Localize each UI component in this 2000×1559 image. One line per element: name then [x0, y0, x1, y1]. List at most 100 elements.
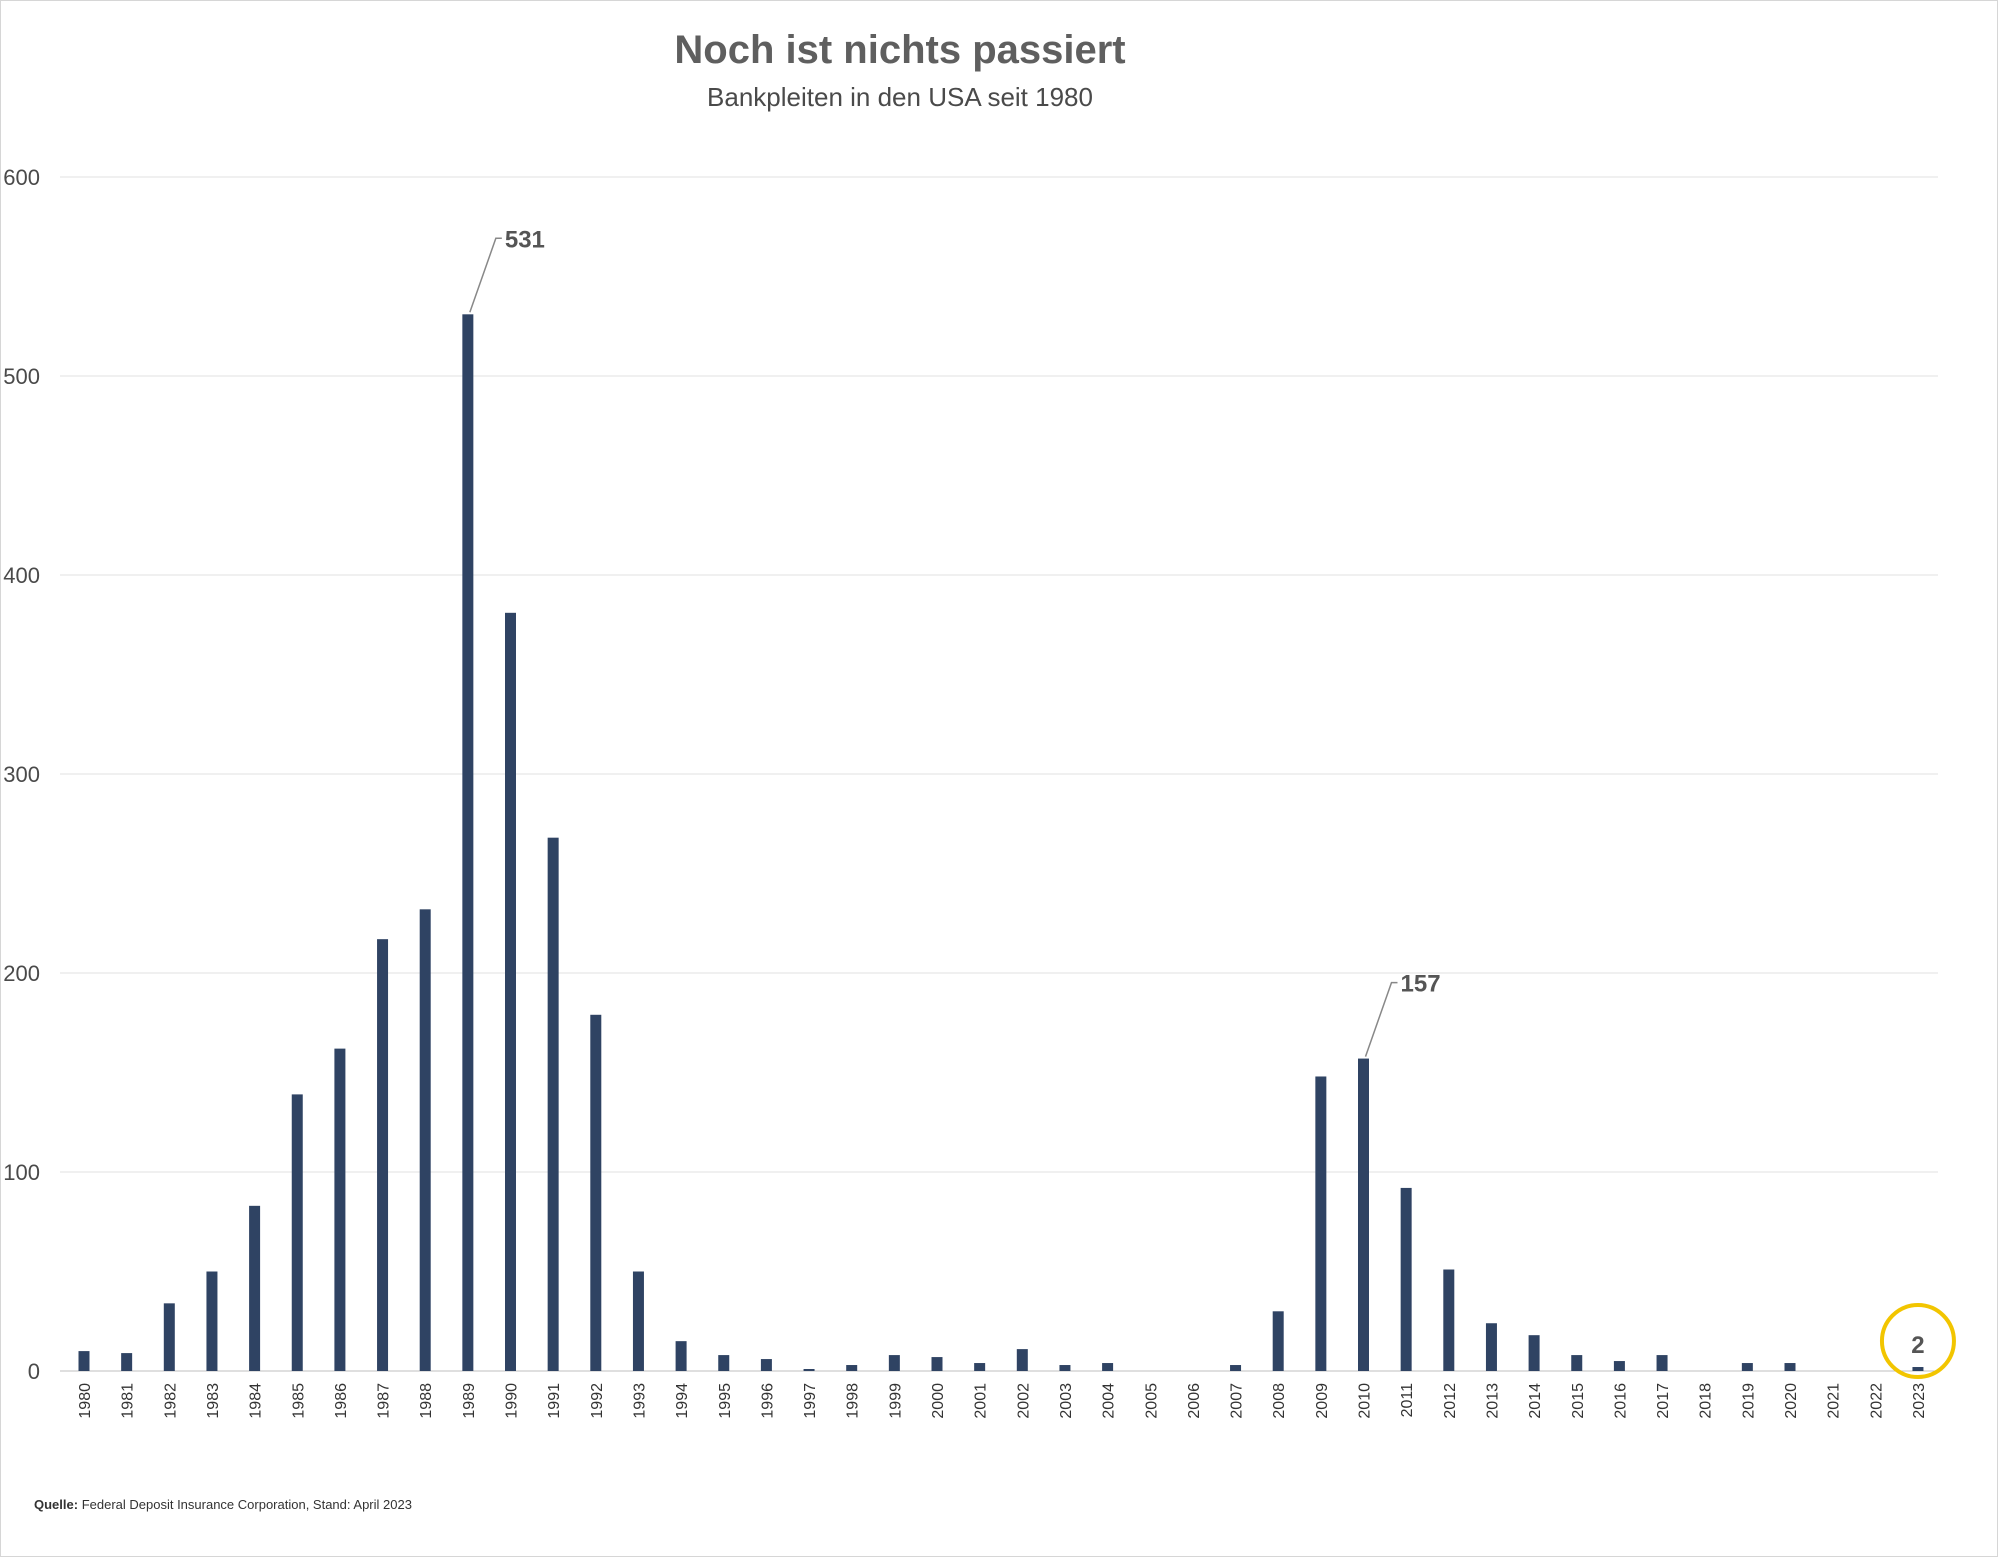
bar-2000 [931, 1357, 943, 1371]
y-tick-label: 400 [3, 563, 40, 588]
bar-2015 [1571, 1355, 1583, 1371]
bar-2002 [1016, 1349, 1028, 1371]
bar-1999 [888, 1355, 900, 1371]
x-tick-label: 2010 [1357, 1383, 1374, 1419]
bar-2017 [1656, 1355, 1668, 1371]
bar-2008 [1272, 1311, 1284, 1371]
x-tick-label: 2000 [930, 1383, 947, 1419]
bar-1992 [590, 1014, 602, 1371]
x-tick-label: 2005 [1143, 1383, 1160, 1419]
x-tick-label: 1980 [77, 1383, 94, 1419]
bar-2014 [1528, 1335, 1540, 1371]
x-tick-label: 2023 [1911, 1383, 1928, 1419]
bar-1983 [206, 1271, 218, 1371]
bar-2020 [1784, 1363, 1796, 1371]
bar-2011 [1400, 1187, 1412, 1371]
bar-1982 [163, 1303, 175, 1371]
bar-1993 [632, 1271, 644, 1371]
y-tick-label: 0 [28, 1359, 40, 1384]
x-tick-label: 1987 [376, 1383, 393, 1419]
x-tick-label: 1999 [887, 1383, 904, 1419]
highlight-circle [1879, 1303, 1956, 1380]
x-tick-label: 2014 [1527, 1383, 1544, 1419]
x-tick-label: 1996 [759, 1383, 776, 1419]
x-tick-label: 1986 [333, 1383, 350, 1419]
x-tick-label: 1992 [589, 1383, 606, 1419]
bar-2009 [1315, 1076, 1327, 1371]
x-tick-label: 1982 [162, 1383, 179, 1419]
x-tick-label: 2007 [1229, 1383, 1246, 1419]
chart-title: Noch ist nichts passiert [674, 28, 1126, 72]
bar-1996 [760, 1359, 772, 1371]
bar-1988 [419, 909, 431, 1371]
x-tick-label: 1989 [461, 1383, 478, 1419]
bar-1980 [78, 1351, 90, 1371]
x-tick-label: 2004 [1101, 1383, 1118, 1419]
bar-1991 [547, 837, 559, 1371]
x-tick-label: 1981 [120, 1383, 137, 1419]
y-tick-label: 300 [3, 762, 40, 787]
x-tick-label: 2011 [1399, 1383, 1416, 1418]
bar-1985 [291, 1094, 303, 1371]
chart-subtitle: Bankpleiten in den USA seit 1980 [707, 82, 1093, 112]
annotation-leader [1364, 981, 1398, 1057]
x-tick-label: 1998 [845, 1383, 862, 1419]
annotation-label: 2 [1911, 1332, 1924, 1359]
x-tick-label: 1983 [205, 1383, 222, 1419]
bar-2012 [1443, 1269, 1455, 1371]
annotation-leader [469, 237, 502, 313]
x-tick-label: 2006 [1186, 1383, 1203, 1419]
bar-1995 [718, 1355, 730, 1371]
bar-2007 [1230, 1365, 1242, 1371]
bar-1981 [121, 1353, 133, 1371]
x-tick-label: 2018 [1698, 1383, 1715, 1419]
x-tick-label: 2002 [1015, 1383, 1032, 1419]
x-tick-label: 1984 [248, 1383, 265, 1419]
x-tick-label: 2009 [1314, 1383, 1331, 1419]
bar-2019 [1741, 1363, 1753, 1371]
source-note: Quelle: Federal Deposit Insurance Corpor… [34, 1497, 412, 1512]
bar-1986 [334, 1048, 346, 1371]
bar-1998 [846, 1365, 858, 1371]
y-tick-label: 100 [3, 1160, 40, 1185]
bar-1989 [462, 314, 474, 1371]
bar-2013 [1485, 1323, 1497, 1371]
x-tick-label: 1993 [631, 1383, 648, 1419]
x-tick-label: 1985 [290, 1383, 307, 1419]
x-tick-label: 2003 [1058, 1383, 1075, 1419]
bar-1994 [675, 1341, 687, 1371]
bar-2023 [1912, 1367, 1924, 1371]
x-tick-label: 2001 [973, 1383, 990, 1419]
y-tick-label: 600 [3, 165, 40, 190]
x-tick-label: 2022 [1868, 1383, 1885, 1419]
bar-1984 [249, 1205, 261, 1371]
source-text: Federal Deposit Insurance Corporation, S… [78, 1497, 412, 1512]
bar-2016 [1613, 1361, 1625, 1371]
x-tick-label: 1997 [802, 1383, 819, 1419]
annotation-label: 531 [505, 226, 545, 253]
x-tick-label: 2013 [1484, 1383, 1501, 1419]
x-tick-label: 1988 [418, 1383, 435, 1419]
x-tick-label: 2019 [1740, 1383, 1757, 1419]
x-tick-label: 2012 [1442, 1383, 1459, 1419]
bar-2001 [974, 1363, 986, 1371]
source-label: Quelle: [34, 1497, 79, 1512]
bar-1987 [377, 939, 389, 1371]
bar-2004 [1102, 1363, 1114, 1371]
x-tick-label: 1991 [546, 1383, 563, 1419]
bar-2010 [1358, 1058, 1369, 1371]
x-tick-label: 2015 [1570, 1383, 1587, 1419]
bar-2003 [1059, 1365, 1071, 1371]
x-tick-label: 2008 [1271, 1383, 1288, 1419]
x-tick-label: 1994 [674, 1383, 691, 1419]
x-tick-label: 2020 [1783, 1383, 1800, 1419]
x-tick-label: 2017 [1655, 1383, 1672, 1419]
x-tick-label: 2016 [1612, 1383, 1629, 1419]
annotation-label: 157 [1401, 971, 1441, 998]
y-tick-label: 500 [3, 364, 40, 389]
bar-1990 [505, 612, 516, 1371]
x-tick-label: 1990 [504, 1383, 521, 1419]
x-tick-label: 1995 [717, 1383, 734, 1419]
